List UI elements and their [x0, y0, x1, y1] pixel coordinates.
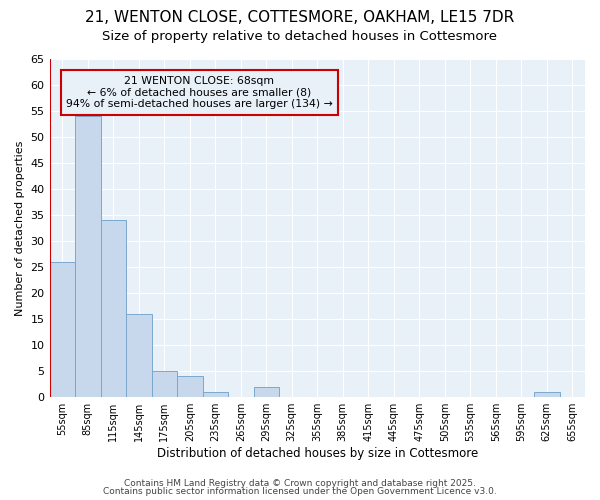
Bar	[254, 387, 279, 397]
Text: Contains HM Land Registry data © Crown copyright and database right 2025.: Contains HM Land Registry data © Crown c…	[124, 478, 476, 488]
Y-axis label: Number of detached properties: Number of detached properties	[15, 140, 25, 316]
Bar	[101, 220, 126, 397]
X-axis label: Distribution of detached houses by size in Cottesmore: Distribution of detached houses by size …	[157, 447, 478, 460]
Bar	[50, 262, 75, 397]
Bar	[75, 116, 101, 397]
Text: 21 WENTON CLOSE: 68sqm
← 6% of detached houses are smaller (8)
94% of semi-detac: 21 WENTON CLOSE: 68sqm ← 6% of detached …	[66, 76, 333, 109]
Text: Contains public sector information licensed under the Open Government Licence v3: Contains public sector information licen…	[103, 487, 497, 496]
Bar	[203, 392, 228, 397]
Bar	[534, 392, 560, 397]
Text: Size of property relative to detached houses in Cottesmore: Size of property relative to detached ho…	[103, 30, 497, 43]
Bar	[152, 371, 177, 397]
Text: 21, WENTON CLOSE, COTTESMORE, OAKHAM, LE15 7DR: 21, WENTON CLOSE, COTTESMORE, OAKHAM, LE…	[85, 10, 515, 25]
Bar	[177, 376, 203, 397]
Bar	[126, 314, 152, 397]
